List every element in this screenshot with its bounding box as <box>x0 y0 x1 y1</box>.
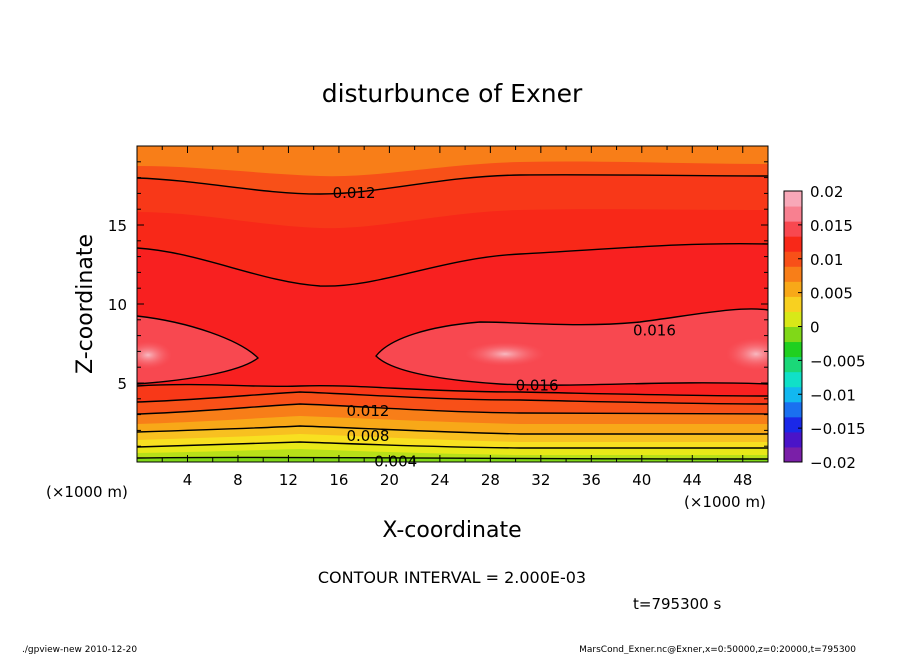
contour-label: 0.004 <box>374 452 417 470</box>
colorbar-tick-label: 0 <box>810 319 820 337</box>
y-tick-label: 15 <box>108 217 127 235</box>
colorbar-swatch <box>784 251 802 267</box>
contour-line-0.012-top <box>137 174 768 195</box>
colorbar-swatch <box>784 206 802 222</box>
contour-label: 0.008 <box>346 427 389 445</box>
x-axis-label: X-coordinate <box>382 518 521 543</box>
contour-field <box>137 146 768 462</box>
x-tick-label: 40 <box>632 471 651 489</box>
x-tick-label: 20 <box>380 471 399 489</box>
x-tick-label: 32 <box>531 471 550 489</box>
colorbar-swatch <box>784 326 802 343</box>
contour-label: 0.012 <box>333 184 376 202</box>
colorbar-tick-label: 0.01 <box>810 251 843 269</box>
colorbar-swatch <box>784 371 802 388</box>
x-tick-label: 8 <box>233 471 243 489</box>
colorbar: 0.02 0.015 0.01 0.005 0 −0.005 −0.01 −0.015 −0.0… <box>783 183 866 472</box>
contour-label: 0.012 <box>346 402 389 420</box>
band-0.002 <box>137 457 768 462</box>
x-tick-label: 24 <box>430 471 449 489</box>
contour-lines <box>137 174 768 460</box>
colorbar-tick-label: −0.005 <box>810 352 866 370</box>
contour-line-0.012-low <box>137 391 768 405</box>
colorbar-swatch <box>784 281 802 297</box>
y-tick-label: 5 <box>117 375 127 393</box>
colorbar-swatch <box>784 356 802 373</box>
colorbar-swatch <box>784 416 802 433</box>
contour-line-0.016-left <box>137 315 260 385</box>
y-axis-label: Z-coordinate <box>73 234 98 374</box>
colorbar-swatch <box>784 401 802 418</box>
colorbar-tick-label: −0.01 <box>810 386 856 404</box>
contour-label: 0.016 <box>633 321 676 339</box>
colorbar-tick-label: 0.005 <box>810 285 853 303</box>
colorbar-swatch <box>784 221 802 237</box>
colorbar-swatch <box>784 341 802 358</box>
colorbar-swatch <box>784 191 802 207</box>
x-tick-label: 28 <box>481 471 500 489</box>
x-unit-right: (×1000 m) <box>684 493 766 511</box>
colorbar-swatch <box>784 311 802 327</box>
x-unit-left: (×1000 m) <box>46 483 128 501</box>
footer-right: MarsCond_Exner.nc@Exner,x=0:50000,z=0:20… <box>579 645 856 654</box>
contour-line-0.004-low <box>137 456 768 460</box>
x-tick-label: 4 <box>183 471 193 489</box>
x-tick-label: 12 <box>279 471 298 489</box>
y-tick-label: 10 <box>108 296 127 314</box>
colorbar-swatch <box>784 266 802 282</box>
hot-core-right <box>376 308 768 386</box>
time-text: t=795300 s <box>633 595 721 613</box>
colorbar-swatch <box>784 296 802 312</box>
colorbar-swatch <box>784 446 802 463</box>
hot-spot-left <box>137 341 172 369</box>
x-tick-label: 48 <box>733 471 752 489</box>
colorbar-tick-label: −0.015 <box>810 420 866 438</box>
x-tick-label: 16 <box>329 471 348 489</box>
colorbar-tick-label: 0.02 <box>810 183 843 201</box>
contour-label: 0.016 <box>516 377 559 395</box>
hot-core-left <box>137 316 258 384</box>
contour-line-0.014-low <box>137 383 768 397</box>
chart-title: disturbunce of Exner <box>322 79 583 108</box>
colorbar-tick-label: 0.015 <box>810 217 853 235</box>
contour-interval-text: CONTOUR INTERVAL = 2.000E-03 <box>318 568 586 587</box>
x-axis: 4 8 12 16 20 24 28 32 36 40 44 48 <box>161 146 752 489</box>
contour-line-0.006-low <box>137 441 768 449</box>
contour-line-0.008-low <box>137 425 768 435</box>
contour-line-0.016-right <box>375 308 768 386</box>
colorbar-swatch <box>784 386 802 403</box>
colorbar-tick-label: −0.02 <box>810 454 856 472</box>
footer-left: ./gpview-new 2010-12-20 <box>22 645 137 654</box>
y-axis: 5 10 15 <box>108 161 768 447</box>
contour-line-0.014-top <box>137 242 768 287</box>
contour-line-0.010-low <box>137 403 768 415</box>
colorbar-swatch <box>784 431 802 448</box>
colorbar-swatch <box>784 236 802 252</box>
hot-spot-right <box>726 338 768 370</box>
hot-spot-mid <box>465 342 545 366</box>
x-tick-label: 36 <box>582 471 601 489</box>
contour-labels: 0.012 0.016 0.016 0.012 0.008 0.004 <box>333 184 676 471</box>
x-tick-label: 44 <box>683 471 702 489</box>
